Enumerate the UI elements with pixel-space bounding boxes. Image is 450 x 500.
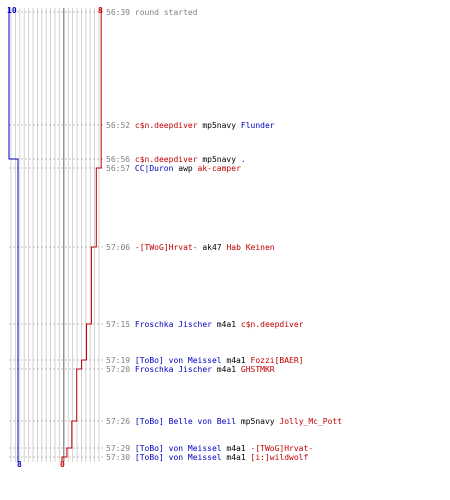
event-time: 56:39 [106,8,135,17]
event-row: 56:56 c$n.deepdiver mp5navy . [106,155,246,165]
event-row: 57:15 Froschka Jischer m4a1 c$n.deepdive… [106,320,304,330]
red-start-score: 8 [98,6,103,15]
event-time: 57:29 [106,444,135,453]
event-row: 56:52 c$n.deepdiver mp5navy Flunder [106,121,275,131]
event-text: ak47 [197,243,227,252]
event-text: [ToBo] von Meissel [134,356,222,365]
event-time: 57:15 [106,320,135,329]
event-text: c$n.deepdiver [240,320,304,329]
event-text: m4a1 [221,453,251,462]
event-time: 57:20 [106,365,135,374]
event-text: . [240,155,246,164]
event-text: Froschka Jischer [134,365,212,374]
event-time: 56:57 [106,164,135,173]
red-team-line [61,8,102,462]
event-row: 56:39 round started [106,8,198,18]
event-time: 57:06 [106,243,135,252]
event-text: GHSTMKR [240,365,275,374]
event-text: c$n.deepdiver [134,155,198,164]
event-time: 56:56 [106,155,135,164]
event-text: Flunder [240,121,275,130]
event-text: [i:]wildwolf [250,453,309,462]
event-text: mp5navy [197,155,241,164]
event-text: Jolly_Mc_Pott [279,417,343,426]
blue-team-line [8,8,19,462]
event-text: m4a1 [221,444,251,453]
event-text: m4a1 [211,320,241,329]
event-text: Fozzi[BAER] [250,356,304,365]
red-end-score: 0 [60,460,65,469]
event-text: ak-camper [197,164,241,173]
event-text: m4a1 [221,356,251,365]
event-text: mp5navy [197,121,241,130]
event-text: [ToBo] von Meissel [134,444,222,453]
event-row: 57:20 Froschka Jischer m4a1 GHSTMKR [106,365,275,375]
event-text: round started [134,8,198,17]
event-text: mp5navy [236,417,280,426]
event-text: -[TWoG]Hrvat- [134,243,198,252]
event-row: 56:57 CC|Duron awp ak-camper [106,164,241,174]
blue-end-score: 8 [17,460,22,469]
event-time: 57:19 [106,356,135,365]
event-row: 57:19 [ToBo] von Meissel m4a1 Fozzi[BAER… [106,356,304,366]
event-text: Hab Keinen [226,243,275,252]
event-text: CC|Duron [134,164,174,173]
event-text: c$n.deepdiver [134,121,198,130]
event-time: 57:30 [106,453,135,462]
event-text: awp [173,164,198,173]
event-row: 57:30 [ToBo] von Meissel m4a1 [i:]wildwo… [106,453,308,463]
event-time: 57:26 [106,417,135,426]
blue-start-score: 10 [7,6,17,15]
event-text: -[TWoG]Hrvat- [250,444,314,453]
event-row: 57:06 -[TWoG]Hrvat- ak47 Hab Keinen [106,243,275,253]
event-time: 56:52 [106,121,135,130]
event-text: [ToBo] von Meissel [134,453,222,462]
event-row: 57:26 [ToBo] Belle von Beil mp5navy Joll… [106,417,342,427]
event-text: [ToBo] Belle von Beil [134,417,237,426]
event-text: Froschka Jischer [134,320,212,329]
event-row: 57:29 [ToBo] von Meissel m4a1 -[TWoG]Hrv… [106,444,313,454]
event-text: m4a1 [211,365,241,374]
